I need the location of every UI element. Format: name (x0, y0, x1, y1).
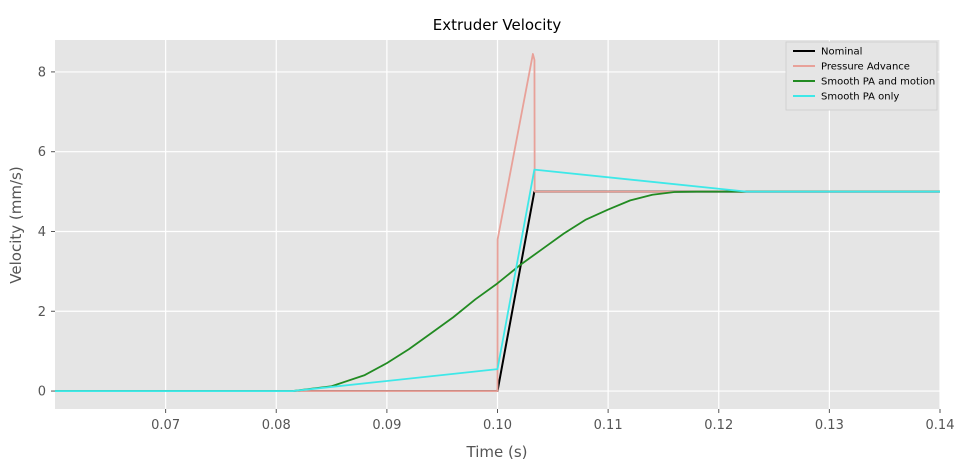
x-tick-label: 0.13 (815, 418, 844, 433)
legend-label: Pressure Advance (821, 62, 910, 73)
series-line-smooth-pa-and-motion (55, 190, 940, 392)
series-line-smooth-pa-only (55, 168, 940, 392)
legend-items: Nominal Pressure Advance Smooth PA and mot… (793, 47, 935, 103)
x-tick-label: 0.08 (262, 418, 291, 433)
tick-labels: 0.07 0.08 0.09 0.10 0.11 0.12 0.13 0.14 0 2 4 6 8 (38, 65, 955, 433)
x-tick-label: 0.11 (594, 418, 623, 433)
y-tick-label: 6 (38, 145, 46, 160)
series-line-pressure-advance (55, 53, 940, 392)
x-axis-label: Time (s) (466, 443, 528, 461)
chart-title: Extruder Velocity (433, 16, 562, 34)
x-tick-label: 0.10 (483, 418, 512, 433)
legend-label: Nominal (821, 47, 862, 58)
series-lines (55, 53, 940, 393)
legend: Nominal Pressure Advance Smooth PA and mot… (785, 41, 938, 111)
legend-box (785, 41, 938, 111)
legend-label: Smooth PA only (821, 92, 899, 103)
y-axis-label: Velocity (mm/s) (7, 166, 25, 283)
y-tick-label: 4 (38, 225, 46, 240)
legend-label: Smooth PA and motion (821, 77, 935, 88)
x-tick-label: 0.09 (372, 418, 401, 433)
x-tick-label: 0.12 (704, 418, 733, 433)
y-tick-label: 0 (38, 385, 46, 400)
x-tick-label: 0.14 (926, 418, 955, 433)
x-tick-label: 0.07 (151, 418, 180, 433)
y-tick-label: 2 (38, 305, 46, 320)
y-tick-label: 8 (38, 65, 46, 80)
